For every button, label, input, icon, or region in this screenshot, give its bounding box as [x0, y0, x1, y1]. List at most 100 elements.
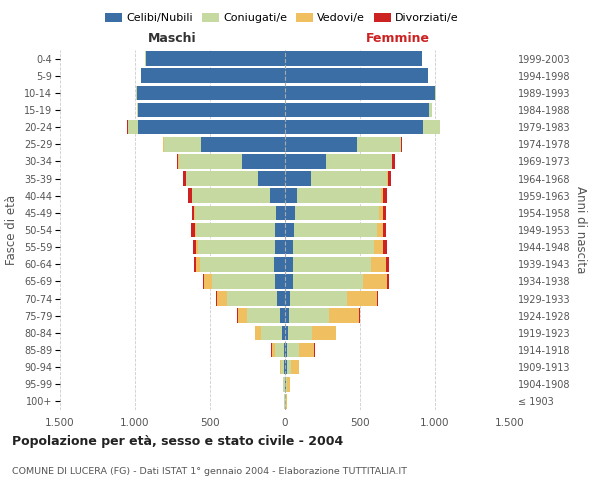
Bar — [285, 102, 429, 118]
Bar — [284, 342, 285, 357]
Bar — [285, 292, 290, 306]
Bar — [177, 154, 178, 168]
Bar — [227, 292, 277, 306]
Bar — [299, 342, 314, 357]
Bar — [386, 257, 389, 272]
Bar — [188, 188, 191, 203]
Bar — [295, 206, 379, 220]
Bar — [285, 206, 295, 220]
Bar — [136, 86, 137, 100]
Bar — [285, 342, 287, 357]
Bar — [138, 102, 285, 118]
Bar — [294, 222, 377, 238]
Bar — [285, 154, 325, 168]
Bar — [277, 292, 285, 306]
Bar — [285, 222, 294, 238]
Text: Femmine: Femmine — [365, 32, 430, 45]
Bar — [275, 342, 284, 357]
Bar — [287, 360, 291, 374]
Bar — [387, 274, 389, 288]
Bar — [271, 342, 275, 357]
Y-axis label: Anni di nascita: Anni di nascita — [574, 186, 587, 274]
Bar — [179, 154, 241, 168]
Bar — [286, 377, 287, 392]
Bar — [186, 172, 258, 186]
Bar — [371, 257, 386, 272]
Bar — [283, 377, 284, 392]
Bar — [287, 342, 299, 357]
Bar — [163, 137, 201, 152]
Bar — [429, 102, 432, 118]
Bar — [196, 240, 198, 254]
Bar — [194, 222, 196, 238]
Bar — [388, 172, 391, 186]
Bar — [311, 172, 387, 186]
Bar — [285, 86, 435, 100]
Bar — [191, 222, 194, 238]
Bar — [401, 137, 402, 152]
Bar — [195, 206, 276, 220]
Bar — [293, 257, 371, 272]
Bar — [275, 222, 285, 238]
Bar — [192, 188, 270, 203]
Bar — [217, 292, 227, 306]
Bar — [423, 120, 439, 134]
Bar — [276, 206, 285, 220]
Bar — [291, 360, 299, 374]
Bar — [357, 137, 401, 152]
Bar — [183, 172, 186, 186]
Bar — [270, 188, 285, 203]
Bar — [275, 240, 285, 254]
Bar — [194, 206, 195, 220]
Bar — [216, 292, 217, 306]
Bar — [146, 52, 285, 66]
Bar — [282, 326, 285, 340]
Bar — [285, 68, 427, 83]
Bar — [275, 274, 285, 288]
Bar — [285, 240, 293, 254]
Bar — [287, 377, 290, 392]
Bar — [383, 206, 386, 220]
Bar — [138, 120, 285, 134]
Bar — [392, 154, 395, 168]
Bar — [285, 360, 287, 374]
Bar — [325, 154, 392, 168]
Bar — [193, 240, 196, 254]
Bar — [204, 274, 212, 288]
Bar — [284, 360, 285, 374]
Bar — [261, 326, 282, 340]
Bar — [297, 188, 381, 203]
Bar — [196, 257, 200, 272]
Bar — [289, 308, 329, 323]
Bar — [141, 68, 285, 83]
Bar — [383, 240, 386, 254]
Text: Popolazione per età, sesso e stato civile - 2004: Popolazione per età, sesso e stato civil… — [12, 435, 343, 448]
Bar — [288, 326, 312, 340]
Bar — [285, 257, 293, 272]
Bar — [435, 86, 436, 100]
Bar — [383, 188, 386, 203]
Bar — [194, 257, 196, 272]
Text: COMUNE DI LUCERA (FG) - Dati ISTAT 1° gennaio 2004 - Elaborazione TUTTITALIA.IT: COMUNE DI LUCERA (FG) - Dati ISTAT 1° ge… — [12, 468, 407, 476]
Text: Maschi: Maschi — [148, 32, 197, 45]
Bar — [285, 377, 286, 392]
Bar — [329, 308, 359, 323]
Bar — [280, 360, 281, 374]
Y-axis label: Fasce di età: Fasce di età — [5, 195, 19, 265]
Bar — [203, 274, 204, 288]
Bar — [285, 120, 423, 134]
Bar — [247, 308, 280, 323]
Bar — [196, 222, 275, 238]
Bar — [200, 257, 274, 272]
Bar — [312, 326, 336, 340]
Bar — [347, 292, 377, 306]
Legend: Celibi/Nubili, Coniugati/e, Vedovi/e, Divorziati/e: Celibi/Nubili, Coniugati/e, Vedovi/e, Di… — [101, 8, 463, 28]
Bar — [285, 137, 357, 152]
Bar — [238, 308, 247, 323]
Bar — [285, 188, 297, 203]
Bar — [255, 326, 261, 340]
Bar — [201, 137, 285, 152]
Bar — [285, 326, 288, 340]
Bar — [377, 222, 383, 238]
Bar — [285, 308, 289, 323]
